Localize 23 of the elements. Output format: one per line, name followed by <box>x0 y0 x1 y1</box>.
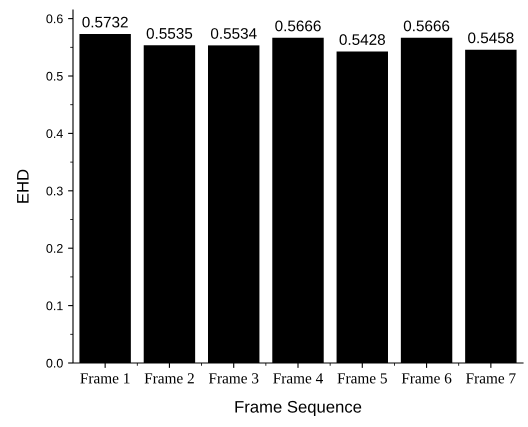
y-tick-label: 0.3 <box>46 186 63 196</box>
x-tick-label: Frame 7 <box>466 373 516 384</box>
x-tick-label: Frame 1 <box>80 373 130 384</box>
x-tick-label: Frame 4 <box>273 373 324 384</box>
data-label: 0.5534 <box>210 28 257 39</box>
y-axis-title: EHD <box>17 170 29 203</box>
y-tick-label: 0.6 <box>46 14 63 24</box>
x-tick-label: Frame 5 <box>337 373 387 384</box>
data-label: 0.5666 <box>275 20 321 32</box>
data-label: 0.5458 <box>468 32 514 44</box>
x-tick-label: Frame 2 <box>144 373 194 384</box>
x-tick-label: Frame 3 <box>208 373 258 384</box>
y-tick-label: 0.1 <box>46 301 63 310</box>
y-tick-label: 0.2 <box>46 244 63 253</box>
x-axis-title: Frame Sequence <box>235 400 362 416</box>
data-label: 0.5535 <box>146 28 192 39</box>
y-tick-label: 0.4 <box>46 129 63 138</box>
y-tick-label: 0.5 <box>46 72 63 81</box>
x-tick-label: Frame 6 <box>402 373 452 384</box>
data-label: 0.5666 <box>404 20 450 32</box>
y-tick-label: 0.0 <box>46 358 63 368</box>
data-label: 0.5428 <box>340 34 385 45</box>
data-label: 0.5732 <box>82 16 128 28</box>
